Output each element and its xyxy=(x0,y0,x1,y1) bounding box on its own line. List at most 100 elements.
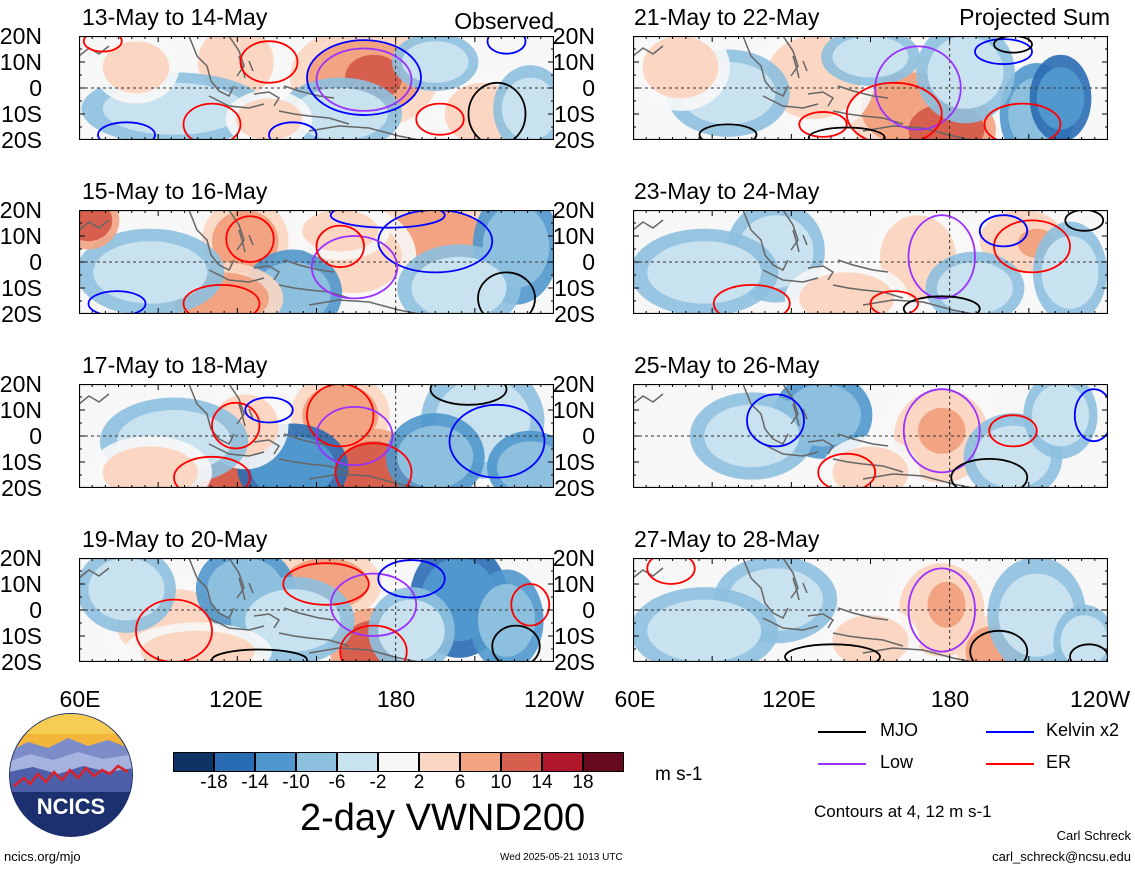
lat-label-10s: 10S xyxy=(554,623,595,649)
footer-timestamp: Wed 2025-05-21 1013 UTC xyxy=(500,852,623,863)
contours-note: Contours at 4, 12 m s-1 xyxy=(814,802,992,821)
legend-line-mjo xyxy=(818,731,866,733)
lat-label-20s: 20S xyxy=(554,127,595,153)
lat-label-20s: 20S xyxy=(1,475,42,501)
colorbar-swatch xyxy=(542,752,583,772)
footer-author: Carl Schreck xyxy=(1056,828,1131,843)
lat-label-20s: 20S xyxy=(554,649,595,675)
lat-label-10s: 10S xyxy=(1,449,42,475)
panel-title: 23-May to 24-May xyxy=(634,178,820,204)
lat-label-10n: 10N xyxy=(552,571,595,597)
colorbar-swatch xyxy=(419,752,460,772)
lat-label-10n: 10N xyxy=(0,49,42,75)
legend-line-low xyxy=(818,763,866,765)
map-panel xyxy=(632,35,1109,141)
logo-text: NCICS xyxy=(37,794,105,819)
lon-label-120e: 120E xyxy=(209,686,263,712)
map-panel xyxy=(78,383,555,489)
colorbar-tick-label: -10 xyxy=(282,772,310,793)
lat-label-20n: 20N xyxy=(0,23,42,49)
panel-title: 15-May to 16-May xyxy=(82,178,268,204)
panel-title: 25-May to 26-May xyxy=(634,352,820,378)
legend-label-kelvin: Kelvin x2 xyxy=(1046,720,1120,740)
lat-label-10s: 10S xyxy=(554,449,595,475)
lat-label-20n: 20N xyxy=(0,197,42,223)
panel-title: 21-May to 22-May xyxy=(634,4,820,30)
colorbar-tick-label: 6 xyxy=(454,772,466,793)
panel-title: 19-May to 20-May xyxy=(82,526,268,552)
panel-title: 27-May to 28-May xyxy=(634,526,820,552)
colorbar-swatch xyxy=(255,752,296,772)
map-panel xyxy=(632,209,1109,315)
lon-label-120e: 120E xyxy=(762,686,816,712)
colorbar-tick-label: -6 xyxy=(328,772,346,793)
lat-label-20n: 20N xyxy=(0,545,42,571)
lat-label-eq: 0 xyxy=(29,423,42,449)
footer-email[interactable]: carl_schreck@ncsu.edu xyxy=(992,849,1131,864)
lat-label-10s: 10S xyxy=(1,623,42,649)
lat-label-20s: 20S xyxy=(1,301,42,327)
panel-title: 17-May to 18-May xyxy=(82,352,268,378)
lat-label-eq: 0 xyxy=(29,597,42,623)
lat-label-eq: 0 xyxy=(582,597,595,623)
lat-label-10n: 10N xyxy=(552,397,595,423)
lat-label-eq: 0 xyxy=(582,249,595,275)
lat-label-eq: 0 xyxy=(29,249,42,275)
map-panel xyxy=(78,35,555,141)
colorbar-swatch xyxy=(460,752,501,772)
colorbar-swatch xyxy=(337,752,378,772)
lat-label-10s: 10S xyxy=(554,275,595,301)
colorbar-tick-label: -2 xyxy=(369,772,387,793)
projected-sum-label: Projected Sum xyxy=(959,4,1110,30)
colorbar-tick-label: -18 xyxy=(200,772,228,793)
lat-label-20s: 20S xyxy=(554,475,595,501)
colorbar-tick-label: 14 xyxy=(531,772,553,793)
lat-label-eq: 0 xyxy=(582,75,595,101)
colorbar-swatch xyxy=(501,752,542,772)
lat-label-10s: 10S xyxy=(1,101,42,127)
map-panel xyxy=(632,383,1109,489)
main-title: 2-day VWND200 xyxy=(300,797,586,839)
colorbar-swatch xyxy=(296,752,337,772)
lat-label-10n: 10N xyxy=(0,571,42,597)
lat-label-10n: 10N xyxy=(552,49,595,75)
lon-label-120w: 120W xyxy=(1070,686,1131,712)
lat-label-eq: 0 xyxy=(29,75,42,101)
lon-label-60e: 60E xyxy=(614,686,656,712)
colorbar-units: m s-1 xyxy=(655,764,703,785)
colorbar-tick-label: 2 xyxy=(413,772,425,793)
lat-label-20n: 20N xyxy=(552,371,595,397)
lat-label-20n: 20N xyxy=(552,545,595,571)
lat-label-20n: 20N xyxy=(552,197,595,223)
legend-label-er: ER xyxy=(1046,752,1072,772)
lat-label-eq: 0 xyxy=(582,423,595,449)
lat-label-20n: 20N xyxy=(0,371,42,397)
lat-label-10n: 10N xyxy=(552,223,595,249)
lon-label-180: 180 xyxy=(376,686,416,712)
ncics-logo-icon: NCICS xyxy=(9,713,133,837)
colorbar-tick-label: 18 xyxy=(572,772,594,793)
legend-label-low: Low xyxy=(880,752,914,772)
lat-label-10s: 10S xyxy=(554,101,595,127)
map-panel xyxy=(78,209,555,315)
colorbar-swatch xyxy=(173,752,214,772)
lat-label-20s: 20S xyxy=(554,301,595,327)
observed-label: Observed xyxy=(454,8,554,34)
legend-line-er xyxy=(986,763,1034,765)
map-panel xyxy=(632,557,1109,663)
map-panel xyxy=(78,557,555,663)
colorbar-tick-label: 10 xyxy=(490,772,512,793)
panel-title: 13-May to 14-May xyxy=(82,4,268,30)
colorbar-swatch xyxy=(378,752,419,772)
lon-label-120w: 120W xyxy=(523,686,585,712)
lat-label-10n: 10N xyxy=(0,223,42,249)
footer-url[interactable]: ncics.org/mjo xyxy=(4,849,81,864)
lat-label-10s: 10S xyxy=(1,275,42,301)
lat-label-20s: 20S xyxy=(1,127,42,153)
colorbar-swatch xyxy=(583,752,624,772)
legend-label-mjo: MJO xyxy=(880,720,918,740)
colorbar-swatch xyxy=(214,752,255,772)
colorbar-tick-label: -14 xyxy=(241,772,269,793)
lat-label-20n: 20N xyxy=(552,23,595,49)
lat-label-20s: 20S xyxy=(1,649,42,675)
